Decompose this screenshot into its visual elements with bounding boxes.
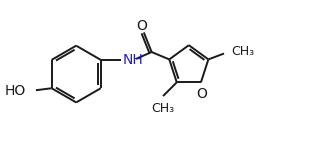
Text: NH: NH [122, 53, 143, 67]
Text: O: O [197, 87, 207, 101]
Text: CH₃: CH₃ [151, 102, 175, 115]
Text: HO: HO [5, 84, 26, 98]
Text: CH₃: CH₃ [231, 45, 254, 58]
Text: O: O [136, 19, 147, 33]
